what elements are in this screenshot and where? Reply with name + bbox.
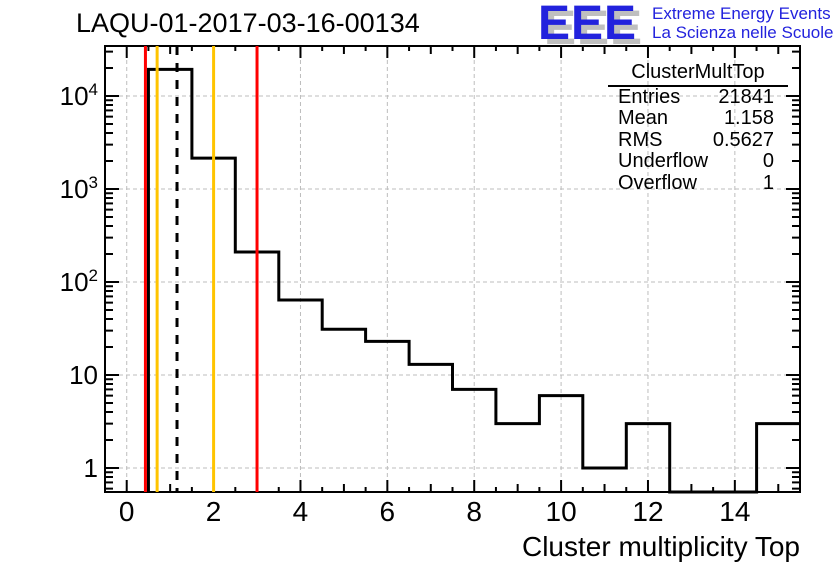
stats-label: Mean — [618, 107, 669, 130]
y-axis-label: 102 — [60, 266, 98, 297]
x-axis-label: 10 — [546, 496, 577, 527]
x-axis-label: 0 — [119, 496, 135, 527]
eee-logo-line1: Extreme Energy Events — [652, 4, 831, 23]
stats-value: 1 — [762, 171, 774, 194]
eee-logo: EEE Extreme Energy Events La Scienza nel… — [538, 0, 836, 50]
stats-box-title: ClusterMultTop — [608, 61, 788, 87]
stats-row-underflow: Underflow 0 — [608, 151, 788, 173]
x-axis-label: 2 — [206, 496, 222, 527]
x-axis-label: 12 — [632, 496, 663, 527]
x-axis-label: 6 — [380, 496, 396, 527]
stats-row-entries: Entries 21841 — [608, 85, 788, 109]
eee-logo-line2: La Scienza nelle Scuole — [652, 23, 834, 42]
stats-row-mean: Mean 1.158 — [608, 108, 788, 130]
histogram-line — [146, 67, 800, 494]
y-axis-label: 1 — [84, 453, 98, 483]
stats-label: Underflow — [618, 150, 709, 173]
stats-value: 21841 — [718, 85, 774, 108]
stats-value: 1.158 — [723, 107, 774, 130]
plot-title: LAQU-01-2017-03-16-00134 — [76, 8, 420, 38]
x-axis-label: 8 — [466, 496, 482, 527]
stats-row-overflow: Overflow 1 — [608, 171, 788, 195]
stats-value: 0 — [762, 150, 774, 173]
stats-label: RMS — [618, 128, 663, 151]
stats-row-rms: RMS 0.5627 — [608, 128, 788, 152]
stats-box: ClusterMultTop Entries 21841 Mean 1.158 … — [608, 61, 788, 195]
x-axis-label: 4 — [293, 496, 309, 527]
y-axis-label: 104 — [60, 80, 98, 111]
y-axis-label: 10 — [69, 360, 98, 390]
eee-logo-acronym: EEE — [538, 0, 638, 50]
x-axis-title: Cluster multiplicity Top — [521, 531, 800, 562]
x-axis-label: 14 — [719, 496, 750, 527]
y-axis-label: 103 — [60, 173, 98, 204]
stats-label: Entries — [618, 85, 681, 108]
stats-label: Overflow — [618, 171, 697, 194]
stats-value: 0.5627 — [712, 128, 774, 151]
